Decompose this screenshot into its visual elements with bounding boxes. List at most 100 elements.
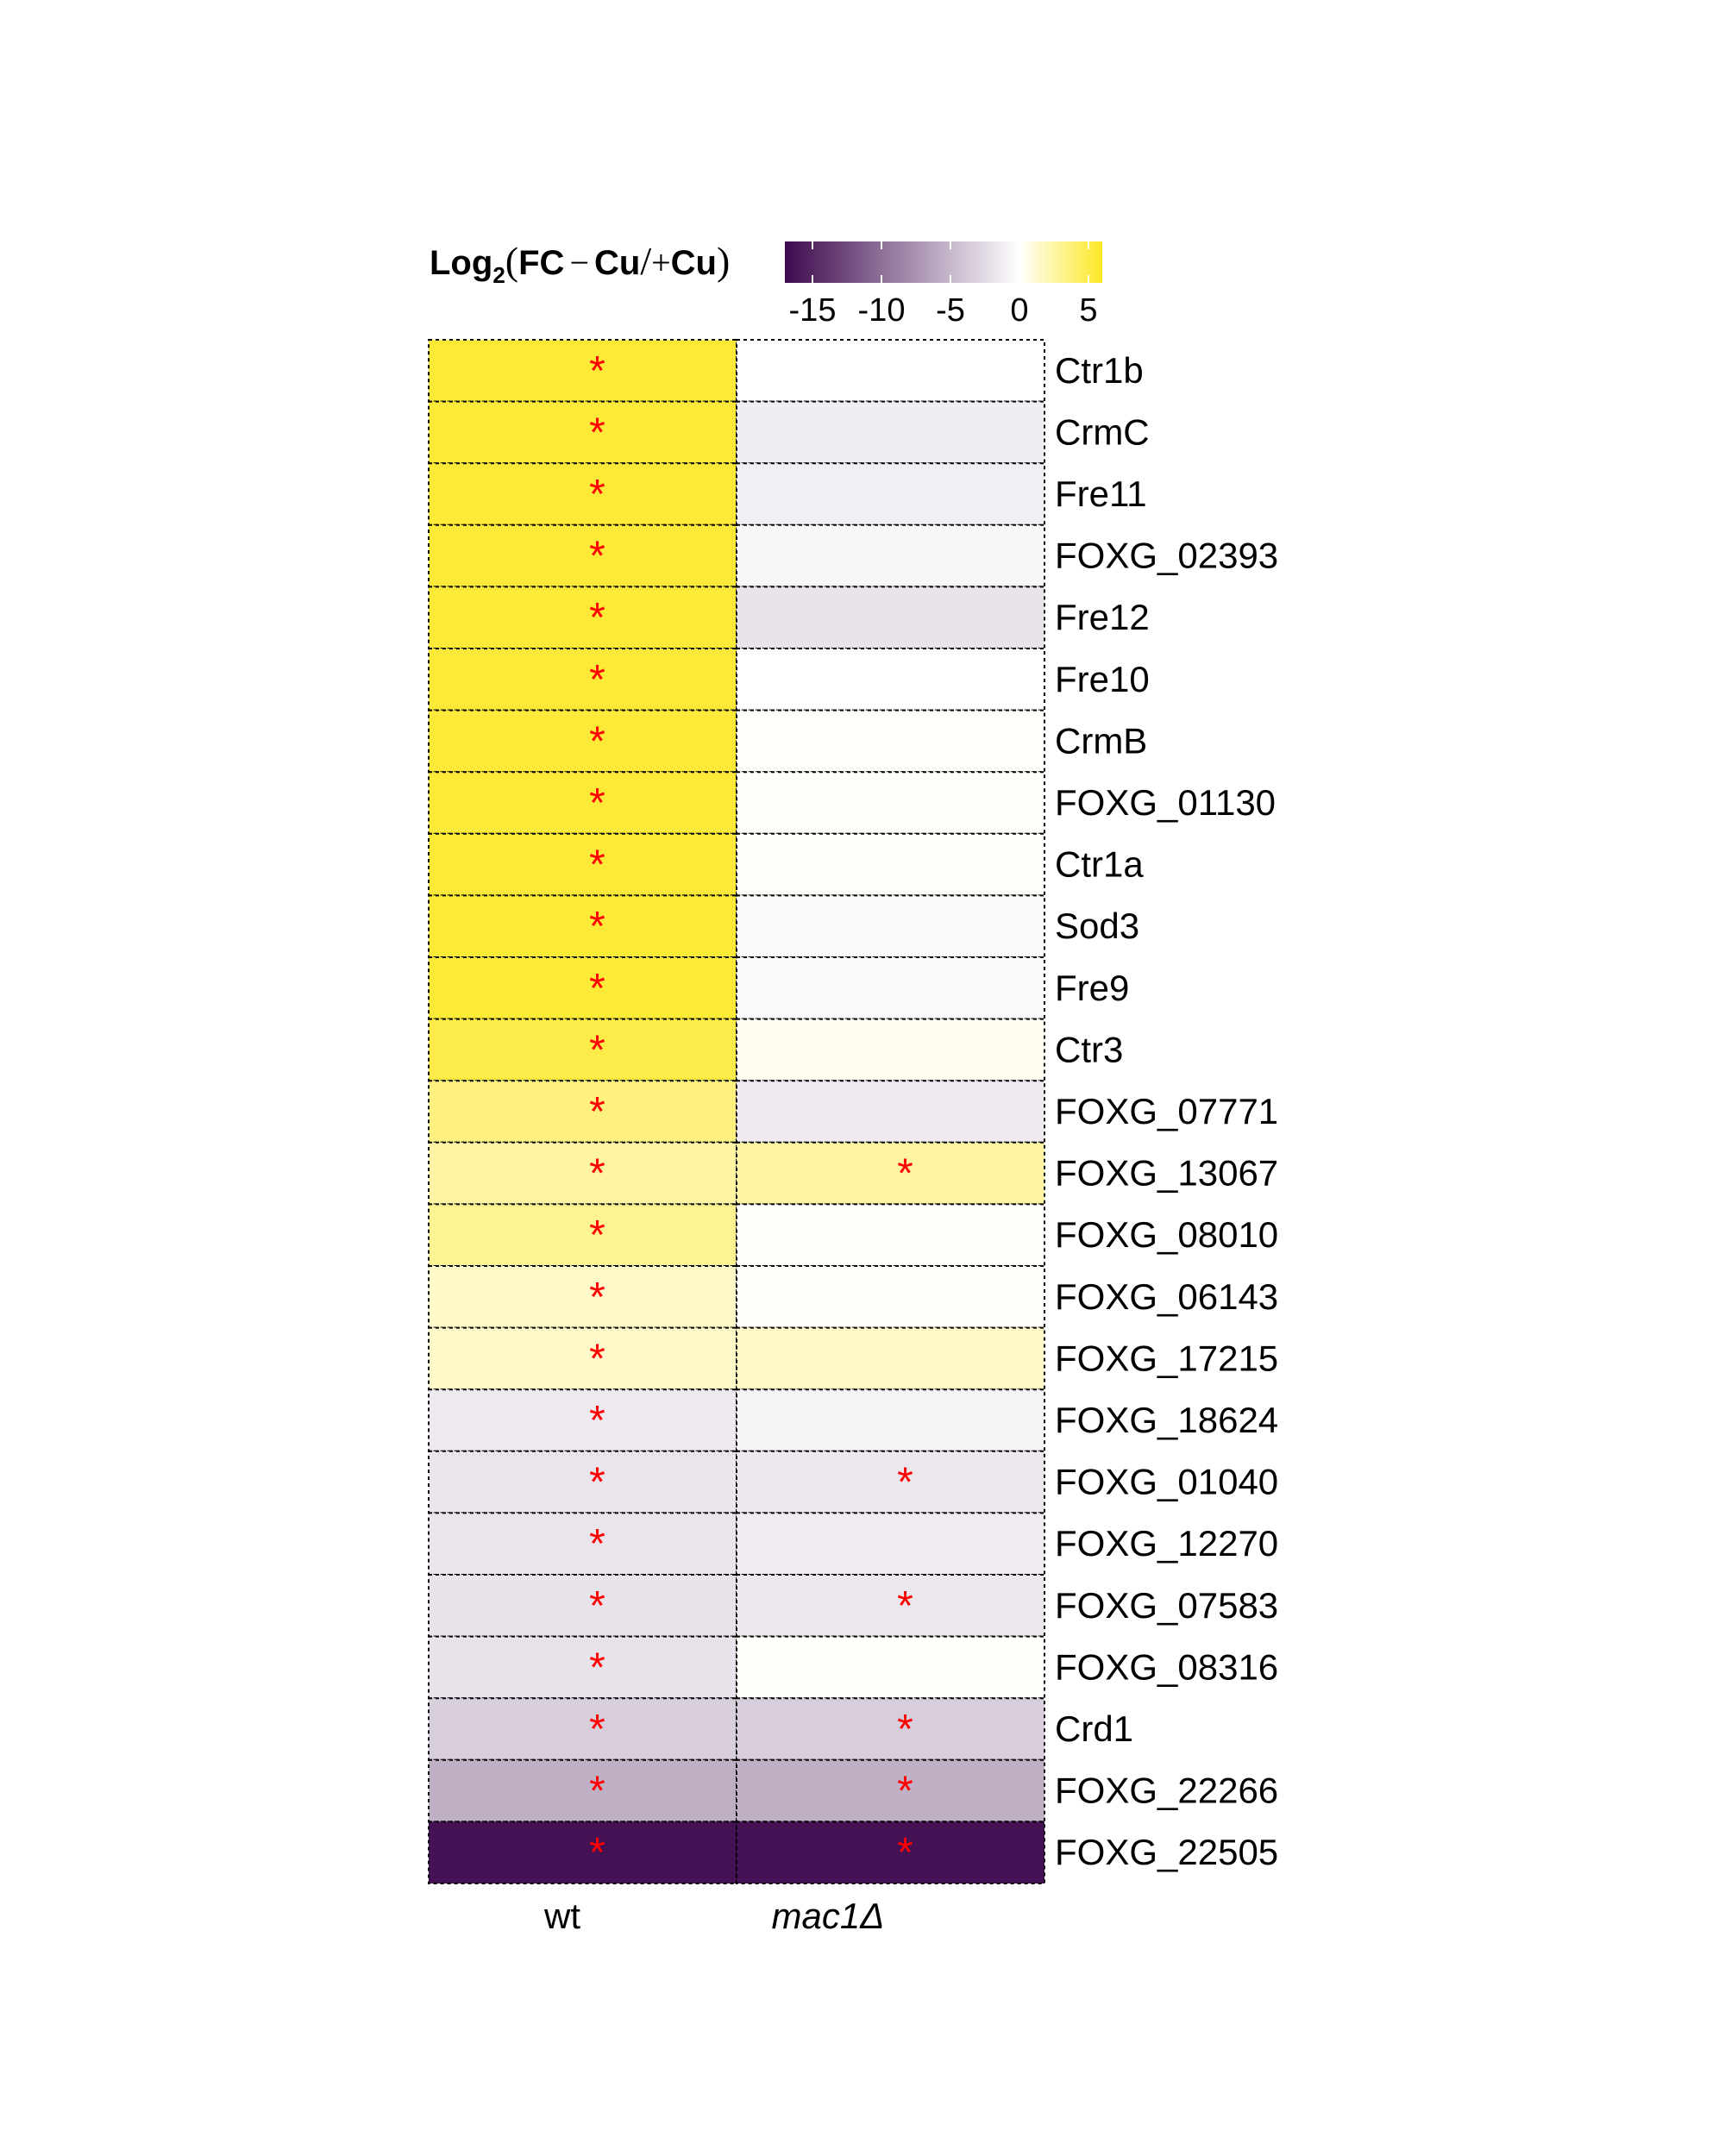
heatmap-cell: [428, 1141, 737, 1206]
colorbar-tick-label: 0: [1010, 292, 1028, 329]
row-labels: Ctr1b CrmC Fre11 FOXG_02393 Fre12 Fre10 CrmB FO…: [1055, 350, 1278, 1872]
row-label: CrmB: [1055, 720, 1147, 761]
row-label: FOXG_08010: [1055, 1214, 1278, 1255]
heatmap-cell: [428, 1821, 737, 1884]
row-label: Ctr1a: [1055, 844, 1144, 885]
significance-marker: *: [589, 1151, 605, 1197]
row-label: FOXG_01040: [1055, 1462, 1278, 1502]
significance-marker: *: [897, 1583, 913, 1629]
significance-marker: *: [589, 410, 605, 455]
row-label: Sod3: [1055, 906, 1139, 946]
significance-marker: *: [589, 1213, 605, 1258]
heatmap-cell: [428, 1758, 737, 1823]
significance-marker: *: [897, 1830, 913, 1876]
heatmap-cell: [428, 956, 737, 1020]
heatmap-cell: [428, 709, 737, 774]
row-label: CrmC: [1055, 411, 1150, 452]
significance-marker: *: [589, 1460, 605, 1506]
heatmap-cell: [736, 400, 1045, 465]
significance-marker: *: [589, 1336, 605, 1382]
column-labels: wt mac1Δ: [543, 1896, 884, 1936]
heatmap-cell: [428, 1574, 737, 1638]
significance-marker: *: [589, 1398, 605, 1444]
heatmap-cell: [736, 1018, 1045, 1082]
heatmap-cell: [736, 1758, 1045, 1823]
significance-marker: *: [589, 904, 605, 950]
heatmap-cell: [428, 1080, 737, 1144]
row-label: FOXG_12270: [1055, 1523, 1278, 1564]
heatmap-cell: [428, 1697, 737, 1761]
heatmap-cell: [736, 1080, 1045, 1144]
row-label: Ctr1b: [1055, 350, 1144, 391]
significance-marker: *: [589, 1583, 605, 1629]
color-legend: Log2(FC − Cu/+Cu) -15 -10 -5 0 5: [430, 239, 1102, 329]
heatmap-cell: [736, 462, 1045, 526]
significance-marker: *: [589, 1089, 605, 1135]
heatmap-cell: [428, 462, 737, 526]
heatmap-cell: [428, 771, 737, 835]
heatmap-cell: [736, 1203, 1045, 1268]
heatmap-cells: [428, 339, 1045, 1884]
heatmap-cell: [736, 1265, 1045, 1329]
heatmap-cell: [736, 832, 1045, 897]
row-label: FOXG_07771: [1055, 1091, 1278, 1131]
significance-marker: *: [589, 966, 605, 1012]
row-label: FOXG_13067: [1055, 1153, 1278, 1194]
heatmap-cell: [428, 400, 737, 465]
heatmap-cell: [428, 586, 737, 650]
heatmap-cell: [736, 339, 1045, 403]
significance-marker: *: [589, 1830, 605, 1876]
colorbar: [785, 241, 1102, 283]
significance-marker: *: [589, 1769, 605, 1814]
row-label: Fre12: [1055, 597, 1150, 637]
heatmap-cell: [428, 339, 737, 403]
heatmap-cell: [428, 1512, 737, 1576]
significance-marker: *: [897, 1151, 913, 1197]
column-label: wt: [543, 1896, 580, 1936]
column-label: mac1Δ: [772, 1896, 885, 1936]
row-label: FOXG_18624: [1055, 1400, 1278, 1440]
heatmap-cell: [736, 1697, 1045, 1761]
heatmap-cell: [736, 1326, 1045, 1391]
significance-marker: *: [589, 657, 605, 703]
heatmap-cell: [736, 523, 1045, 588]
heatmap-cell: [736, 1388, 1045, 1452]
heatmap-cell: [428, 1265, 737, 1329]
significance-marker: *: [589, 718, 605, 764]
heatmap-cell: [428, 648, 737, 711]
significance-marker: *: [589, 843, 605, 888]
row-label: FOXG_22266: [1055, 1771, 1278, 1811]
row-label: FOXG_08316: [1055, 1646, 1278, 1687]
heatmap-cell: [736, 1574, 1045, 1638]
heatmap-cell: [736, 1635, 1045, 1700]
heatmap-cell: [736, 1821, 1045, 1884]
row-label: Fre10: [1055, 659, 1150, 699]
row-label: Crd1: [1055, 1708, 1133, 1749]
significance-marker: *: [589, 780, 605, 826]
significance-marker: *: [589, 1275, 605, 1320]
row-label: FOXG_06143: [1055, 1276, 1278, 1317]
heatmap-cell: [736, 648, 1045, 711]
heatmap-cell: [736, 586, 1045, 650]
row-label: Ctr3: [1055, 1029, 1123, 1069]
significance-marker: *: [589, 1645, 605, 1690]
heatmap-cell: [428, 1450, 737, 1514]
significance-marker: *: [897, 1707, 913, 1752]
significance-marker: *: [897, 1460, 913, 1506]
heatmap-cell: [736, 1512, 1045, 1576]
heatmap-cell: [736, 1450, 1045, 1514]
row-label: FOXG_01130: [1055, 782, 1276, 823]
legend-title: Log2(FC − Cu/+Cu): [430, 239, 730, 288]
heatmap-cell: [428, 832, 737, 897]
colorbar-ticks: -15 -10 -5 0 5: [789, 241, 1098, 329]
heatmap-cell: [736, 956, 1045, 1020]
row-label: FOXG_22505: [1055, 1832, 1278, 1872]
heatmap-cell: [428, 1203, 737, 1268]
heatmap-cell: [736, 894, 1045, 959]
row-label: FOXG_07583: [1055, 1585, 1278, 1626]
significance-markers: * * * * * * * * * * * * * * * * * * * * * * * * * * * * * * *: [589, 348, 913, 1876]
colorbar-tick-label: -10: [858, 292, 906, 329]
significance-marker: *: [897, 1769, 913, 1814]
heatmap-cell: [428, 1018, 737, 1082]
